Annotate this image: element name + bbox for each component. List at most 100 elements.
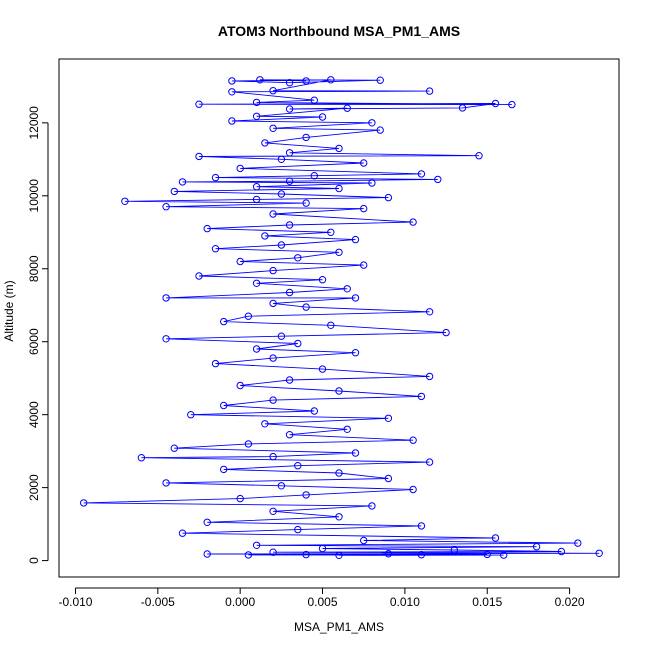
plot-frame <box>58 58 620 578</box>
data-point <box>195 152 203 161</box>
data-point <box>294 462 302 470</box>
data-point <box>384 474 393 483</box>
data-point <box>277 190 286 198</box>
data-point <box>310 407 318 415</box>
data-point <box>434 175 442 184</box>
data-point <box>269 452 277 461</box>
data-point <box>442 328 450 337</box>
data-point <box>351 349 360 357</box>
data-point <box>244 312 253 320</box>
data-point <box>376 126 384 134</box>
data-point <box>368 179 376 187</box>
data-point <box>269 396 277 404</box>
axes-layer: -0.010 -0.005 0.000 0.005 0.010 0.015 0.020 0 20… <box>27 106 585 609</box>
data-point <box>220 317 228 326</box>
data-point <box>310 96 318 104</box>
data-point <box>285 431 294 439</box>
data-point <box>228 88 236 96</box>
data-point <box>532 543 541 551</box>
data-point <box>269 548 277 556</box>
data-point <box>595 549 603 557</box>
data-point <box>351 294 360 302</box>
data-point <box>417 522 426 530</box>
data-point <box>318 276 327 284</box>
data-point <box>244 551 253 559</box>
data-point <box>360 204 368 213</box>
data-point <box>277 332 286 340</box>
data-point <box>335 144 343 153</box>
data-point <box>294 525 302 534</box>
data-point <box>256 76 264 84</box>
data-point <box>384 414 393 422</box>
x-tick-label: -0.005 <box>141 595 175 609</box>
data-point <box>228 117 236 125</box>
data-point <box>425 458 434 466</box>
data-point <box>170 187 179 196</box>
data-point <box>220 465 228 474</box>
data-point <box>368 502 376 510</box>
data-point <box>318 544 327 553</box>
data-point <box>318 113 327 121</box>
data-point <box>121 197 129 206</box>
data-point <box>351 235 360 244</box>
data-point <box>252 541 261 549</box>
x-tick-label: 0.015 <box>472 595 502 609</box>
data-point <box>252 183 261 191</box>
x-tick-label: 0.005 <box>308 595 338 609</box>
data-point <box>269 266 277 275</box>
data-point <box>236 164 244 173</box>
data-point <box>302 550 310 559</box>
x-tick-label: -0.010 <box>58 595 92 609</box>
data-point <box>409 436 417 444</box>
x-tick-label: 0.020 <box>555 595 585 609</box>
data-point <box>491 99 500 108</box>
chart-title: ATOM3 Northbound MSA_PM1_AMS <box>218 23 460 39</box>
data-point <box>162 203 170 211</box>
data-point <box>294 339 302 348</box>
data-point <box>236 257 244 266</box>
data-point <box>302 491 310 499</box>
data-point <box>417 170 426 178</box>
data-point <box>269 210 277 218</box>
data-point <box>252 345 261 353</box>
y-tick-label: 12000 <box>27 106 41 140</box>
data-point <box>269 124 277 133</box>
data-point <box>269 354 277 362</box>
data-point <box>458 104 467 112</box>
data-point <box>269 299 277 308</box>
data-point <box>261 232 269 240</box>
data-point <box>294 254 302 262</box>
data-point <box>557 547 566 556</box>
data-point <box>335 387 343 395</box>
data-point <box>360 536 368 545</box>
data-point <box>252 195 261 204</box>
data-point <box>252 112 261 121</box>
series-line <box>83 79 600 556</box>
data-point <box>285 221 294 229</box>
data-point <box>162 335 170 343</box>
data-point <box>269 507 277 515</box>
x-tick-label: 0.010 <box>390 595 420 609</box>
data-point <box>302 77 310 85</box>
data-point <box>178 529 187 537</box>
data-point <box>178 178 187 186</box>
data-point <box>285 149 294 157</box>
data-point <box>252 279 261 287</box>
x-tick-label: 0.000 <box>225 595 255 609</box>
y-tick-label: 10000 <box>27 179 41 213</box>
data-point <box>360 159 368 167</box>
data-point <box>261 139 269 147</box>
data-point <box>187 411 195 419</box>
data-point <box>277 241 286 249</box>
data-point <box>335 184 343 193</box>
data-point <box>384 550 393 558</box>
data-point <box>211 359 220 368</box>
data-point <box>327 321 335 329</box>
data-point <box>483 550 491 559</box>
data-point <box>500 551 508 559</box>
data-point <box>360 261 368 269</box>
data-point <box>244 440 253 448</box>
data-point <box>409 485 417 494</box>
data-point <box>211 245 220 253</box>
